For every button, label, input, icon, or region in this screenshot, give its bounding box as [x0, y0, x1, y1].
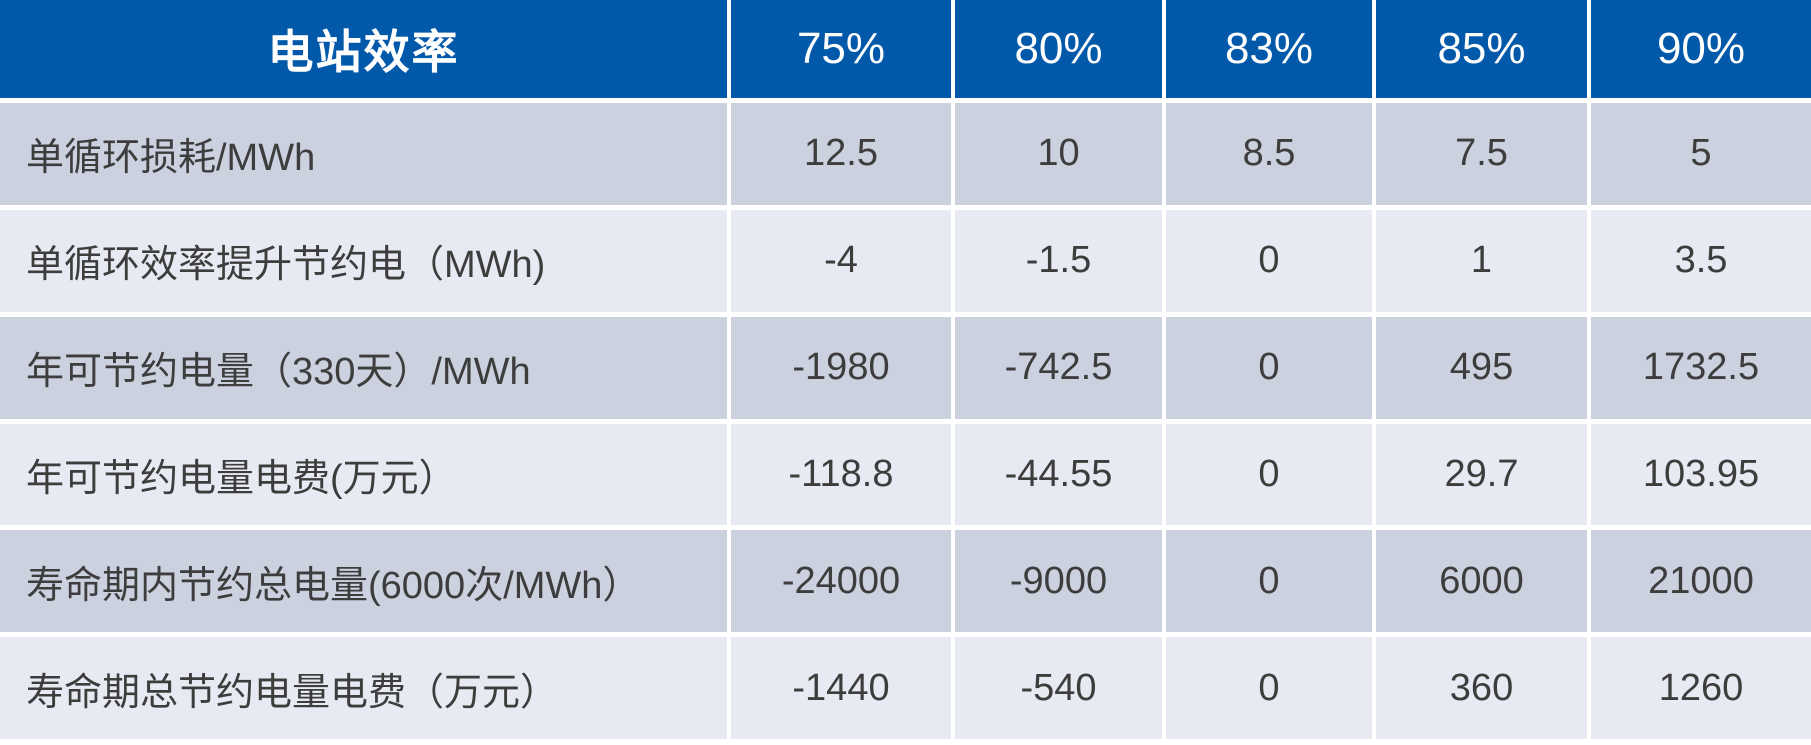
cell-value: -24000 [731, 530, 951, 633]
cell-value: 0 [1166, 423, 1372, 526]
row-label: 年可节约电量电费(万元） [0, 423, 727, 526]
table-header-col: 75% [731, 0, 951, 98]
cell-value: 3.5 [1591, 209, 1811, 312]
table-header-col: 90% [1591, 0, 1811, 98]
table-header-col: 85% [1376, 0, 1587, 98]
row-label: 寿命期总节约电量电费（万元） [0, 637, 727, 739]
cell-value: 8.5 [1166, 103, 1372, 205]
cell-value: 10 [955, 103, 1162, 205]
table-header-title: 电站效率 [0, 0, 727, 98]
cell-value: 7.5 [1376, 103, 1587, 205]
cell-value: 0 [1166, 530, 1372, 633]
cell-value: 1 [1376, 209, 1587, 312]
cell-value: -1.5 [955, 209, 1162, 312]
table-header-col: 80% [955, 0, 1162, 98]
cell-value: 103.95 [1591, 423, 1811, 526]
cell-value: -540 [955, 637, 1162, 739]
cell-value: 360 [1376, 637, 1587, 739]
row-label: 单循环效率提升节约电（MWh) [0, 209, 727, 312]
cell-value: 1732.5 [1591, 316, 1811, 419]
cell-value: 0 [1166, 209, 1372, 312]
cell-value: -118.8 [731, 423, 951, 526]
cell-value: -742.5 [955, 316, 1162, 419]
row-label: 单循环损耗/MWh [0, 103, 727, 205]
cell-value: 0 [1166, 316, 1372, 419]
cell-value: 0 [1166, 637, 1372, 739]
cell-value: 6000 [1376, 530, 1587, 633]
cell-value: 29.7 [1376, 423, 1587, 526]
cell-value: 12.5 [731, 103, 951, 205]
row-label: 年可节约电量（330天）/MWh [0, 316, 727, 419]
table-header-col: 83% [1166, 0, 1372, 98]
cell-value: -1440 [731, 637, 951, 739]
cell-value: 5 [1591, 103, 1811, 205]
row-label: 寿命期内节约总电量(6000次/MWh） [0, 530, 727, 633]
cell-value: 21000 [1591, 530, 1811, 633]
cell-value: -44.55 [955, 423, 1162, 526]
cell-value: -4 [731, 209, 951, 312]
cell-value: 1260 [1591, 637, 1811, 739]
cell-value: -1980 [731, 316, 951, 419]
cell-value: 495 [1376, 316, 1587, 419]
cell-value: -9000 [955, 530, 1162, 633]
